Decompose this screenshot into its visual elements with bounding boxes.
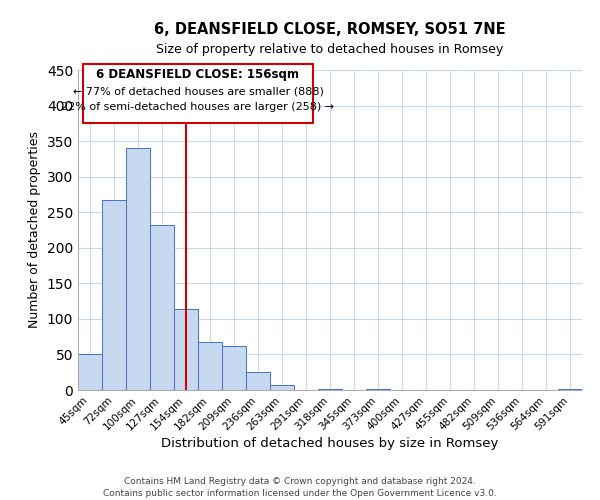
Bar [222, 346, 246, 390]
Text: ← 77% of detached houses are smaller (888): ← 77% of detached houses are smaller (88… [73, 86, 323, 97]
Text: Contains public sector information licensed under the Open Government Licence v3: Contains public sector information licen… [103, 489, 497, 498]
Bar [174, 309, 198, 390]
Bar [246, 372, 270, 390]
Y-axis label: Number of detached properties: Number of detached properties [28, 132, 41, 328]
Bar [78, 354, 102, 390]
Text: Contains HM Land Registry data © Crown copyright and database right 2024.: Contains HM Land Registry data © Crown c… [124, 478, 476, 486]
Bar [150, 225, 174, 390]
Text: 22% of semi-detached houses are larger (258) →: 22% of semi-detached houses are larger (… [61, 102, 335, 112]
X-axis label: Distribution of detached houses by size in Romsey: Distribution of detached houses by size … [161, 438, 499, 450]
FancyBboxPatch shape [83, 64, 313, 124]
Text: 6 DEANSFIELD CLOSE: 156sqm: 6 DEANSFIELD CLOSE: 156sqm [97, 68, 299, 82]
Bar [102, 200, 126, 390]
Bar [270, 385, 294, 390]
Bar [318, 388, 342, 390]
Bar [198, 342, 222, 390]
Bar [126, 148, 150, 390]
Text: 6, DEANSFIELD CLOSE, ROMSEY, SO51 7NE: 6, DEANSFIELD CLOSE, ROMSEY, SO51 7NE [154, 22, 506, 38]
Bar [366, 388, 390, 390]
Bar [558, 388, 582, 390]
Text: Size of property relative to detached houses in Romsey: Size of property relative to detached ho… [157, 42, 503, 56]
